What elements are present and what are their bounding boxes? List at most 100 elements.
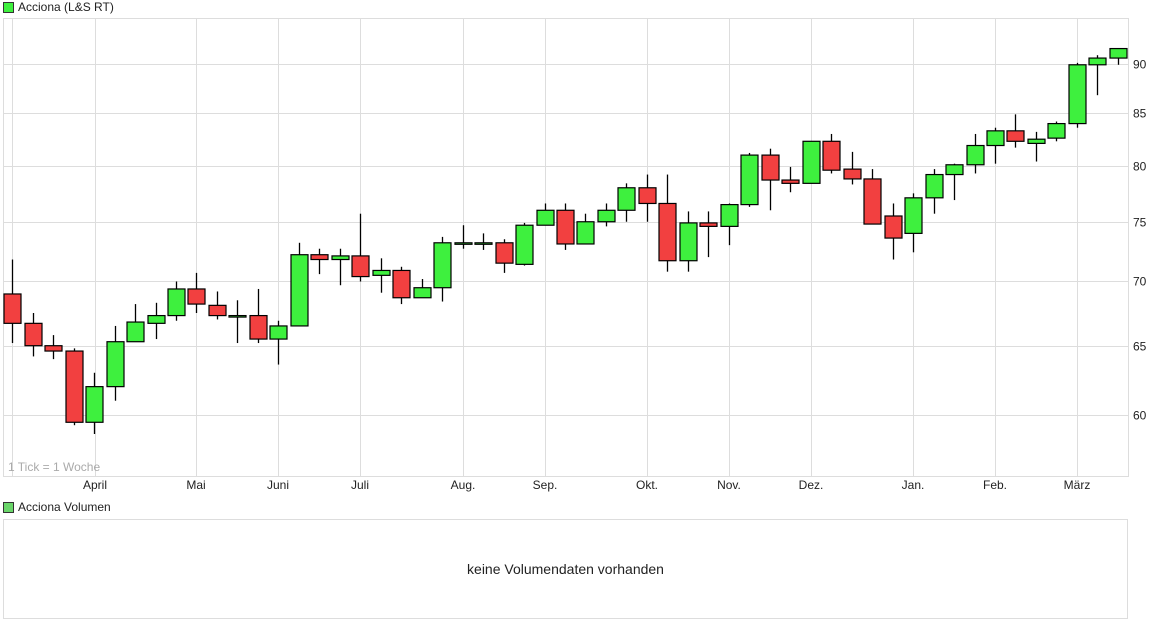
y-tick-label: 70 [1133, 275, 1147, 289]
candle [863, 169, 882, 225]
candle [147, 302, 166, 340]
candle-body [269, 325, 288, 340]
candle-body [986, 130, 1005, 147]
candle-body [1006, 130, 1025, 142]
candle-body [740, 154, 759, 206]
volume-panel: keine Volumendaten vorhanden [3, 519, 1128, 619]
candle [720, 203, 739, 246]
candle [372, 258, 391, 293]
candle [966, 133, 985, 174]
candle [24, 313, 43, 357]
candle [106, 325, 125, 401]
candle [1109, 47, 1128, 65]
plot-frame [3, 18, 1129, 477]
candle [658, 174, 677, 272]
candle-body [85, 386, 104, 423]
candle-body [781, 179, 800, 184]
volume-legend-swatch [3, 501, 14, 513]
candle-body [536, 209, 555, 226]
candle-body [556, 209, 575, 245]
x-tick-label: Juli [351, 478, 369, 492]
candle-body [44, 345, 63, 352]
price-legend-label: Acciona (L&S RT) [18, 0, 114, 14]
candle [413, 279, 432, 299]
y-tick-label: 75 [1133, 216, 1147, 230]
candle-body [331, 255, 350, 261]
candle-body [1109, 47, 1128, 59]
candle [1088, 55, 1107, 96]
candle-body [1068, 64, 1087, 125]
candle-body [597, 209, 616, 223]
candle [576, 213, 595, 245]
candle [1027, 131, 1046, 162]
y-tick-label: 90 [1133, 58, 1147, 72]
candle-body [843, 168, 862, 180]
candle [126, 304, 145, 343]
candle-body [147, 314, 166, 324]
candle-body [863, 178, 882, 225]
candle-body [392, 269, 411, 299]
candle-body [576, 221, 595, 245]
candle-body [966, 144, 985, 166]
candle-body [126, 321, 145, 343]
candle [3, 259, 22, 344]
candle [884, 203, 903, 260]
candle-body [904, 197, 923, 234]
candle-body [884, 215, 903, 239]
candle-body [310, 254, 329, 261]
candle [331, 248, 350, 286]
x-tick-label: Okt. [636, 478, 658, 492]
candle-body [1088, 57, 1107, 66]
candle-body [3, 293, 22, 324]
candle [85, 372, 104, 435]
candle-body [167, 288, 186, 317]
candle [699, 211, 718, 258]
candle-body [1027, 138, 1046, 145]
x-tick-label: Juni [267, 478, 289, 492]
candle [802, 140, 821, 184]
candle [761, 148, 780, 211]
y-axis-labels: 60 65 70 75 80 85 90 [1133, 58, 1147, 423]
y-tick-label: 60 [1133, 409, 1147, 423]
candle [454, 225, 473, 249]
x-tick-label: April [83, 478, 107, 492]
candle-body [187, 288, 206, 305]
x-tick-label: Nov. [717, 478, 741, 492]
candle [925, 169, 944, 214]
candle [617, 183, 636, 222]
x-tick-label: Feb. [983, 478, 1007, 492]
tick-interval-note: 1 Tick = 1 Woche [8, 460, 100, 474]
candle [44, 335, 63, 360]
candlestick-chart: 60 65 70 75 80 85 90 April Mai Juni Juli Aug. Sep. O… [3, 18, 1147, 492]
candle [843, 151, 862, 185]
x-tick-label: Aug. [451, 478, 476, 492]
candle [740, 152, 759, 207]
candle [597, 203, 616, 227]
candle-body [617, 187, 636, 211]
candles [3, 47, 1128, 435]
volume-legend-label: Acciona Volumen [18, 500, 111, 514]
candle [945, 163, 964, 201]
candle [781, 166, 800, 193]
candle-body [208, 304, 227, 317]
candle [392, 266, 411, 305]
candle-body [495, 242, 514, 264]
candle [351, 213, 370, 282]
candle-body [658, 202, 677, 262]
candle-body [106, 341, 125, 388]
candle-body [925, 173, 944, 199]
candle-body [720, 203, 739, 227]
x-axis-labels: April Mai Juni Juli Aug. Sep. Okt. Nov. Dez. Jan.… [83, 478, 1090, 492]
chart-grid [3, 18, 1128, 476]
candle [167, 281, 186, 321]
candle-body [761, 154, 780, 181]
candle [986, 127, 1005, 164]
candle-body [638, 187, 657, 205]
candle [310, 248, 329, 275]
candle-body [474, 242, 493, 245]
candle [495, 239, 514, 273]
candle [433, 236, 452, 302]
candle [556, 203, 575, 250]
candle-body [945, 164, 964, 176]
x-tick-label: Mai [186, 478, 205, 492]
